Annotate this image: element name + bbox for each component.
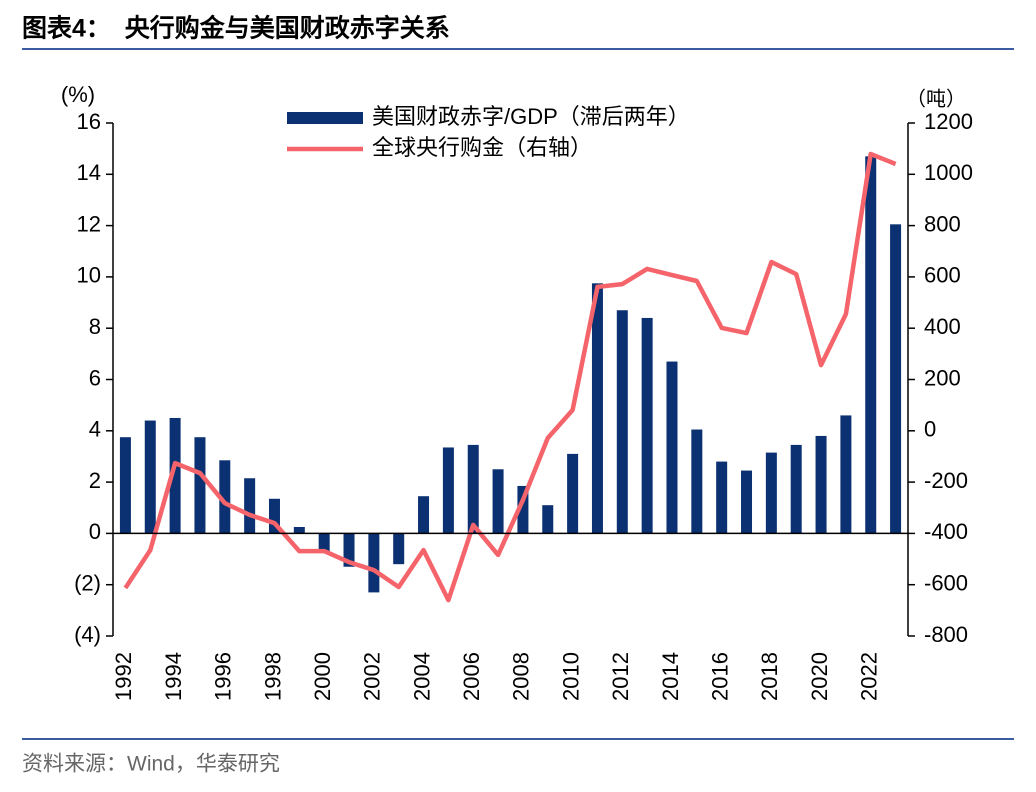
y2-tick-label: -600	[924, 571, 968, 596]
bar	[691, 429, 703, 534]
bar	[467, 444, 479, 534]
y2-tick-label: 800	[924, 211, 961, 236]
x-tick-label: 2006	[459, 652, 484, 701]
y2-tick-label: 200	[924, 365, 961, 390]
y-tick-label: 2	[89, 468, 101, 493]
x-tick-label: 2020	[807, 652, 832, 701]
bar	[790, 444, 802, 534]
x-tick-label: 1992	[111, 652, 136, 701]
x-tick-label: 2000	[310, 652, 335, 701]
bar	[318, 533, 330, 553]
bar	[815, 435, 827, 534]
x-tick-label: 2008	[509, 652, 534, 701]
bar	[268, 498, 280, 534]
x-tick-label: 1998	[260, 652, 285, 701]
source: 资料来源：Wind，华泰研究	[22, 753, 280, 776]
y-tick-label: (4)	[74, 622, 101, 647]
bar	[442, 447, 454, 534]
bar	[418, 496, 430, 534]
bar	[865, 156, 877, 534]
y2-tick-label: -800	[924, 622, 968, 647]
bar	[219, 460, 231, 534]
y-tick-label: 16	[77, 109, 101, 134]
y2-tick-label: 400	[924, 314, 961, 339]
x-tick-label: 2022	[857, 652, 882, 701]
y2-tick-label: -400	[924, 519, 968, 544]
bar	[343, 533, 355, 567]
y-tick-label: 4	[89, 417, 101, 442]
y-axis-label: (%)	[61, 82, 95, 107]
x-tick-label: 1996	[211, 652, 236, 701]
bar	[840, 415, 852, 534]
bar	[244, 478, 256, 534]
y2-axis-label: （吨）	[906, 87, 966, 110]
bar	[144, 420, 156, 534]
y-tick-label: 0	[89, 519, 101, 544]
y-tick-label: (2)	[74, 571, 101, 596]
y-tick-label: 12	[77, 211, 101, 236]
y-tick-label: 6	[89, 365, 101, 390]
bar	[492, 469, 504, 534]
bar	[616, 310, 628, 534]
x-tick-label: 2016	[707, 652, 732, 701]
bar	[542, 505, 554, 534]
bar	[890, 224, 902, 534]
x-tick-label: 2012	[608, 652, 633, 701]
bar	[293, 526, 305, 534]
x-tick-label: 2010	[558, 652, 583, 701]
x-tick-label: 2004	[409, 652, 434, 701]
bar	[765, 452, 777, 534]
x-tick-label: 1994	[161, 652, 186, 701]
y2-tick-label: -200	[924, 468, 968, 493]
legend-label: 全球央行购金（右轴）	[372, 135, 592, 160]
y-tick-label: 8	[89, 314, 101, 339]
bar	[368, 533, 380, 593]
bar	[741, 470, 753, 534]
line	[123, 151, 897, 603]
x-tick-label: 2002	[360, 652, 385, 701]
bar	[119, 437, 131, 534]
y-tick-label: 10	[77, 263, 101, 288]
bar	[716, 461, 728, 534]
y2-tick-label: 1000	[924, 160, 973, 185]
bar	[666, 361, 678, 534]
bar	[567, 453, 579, 534]
legend-label: 美国财政赤字/GDP（滞后两年）	[372, 104, 690, 129]
bar	[517, 485, 529, 534]
bar	[169, 417, 181, 534]
bar	[591, 283, 603, 534]
bar	[393, 533, 405, 565]
y2-tick-label: 1200	[924, 109, 973, 134]
bar	[194, 437, 206, 534]
x-tick-label: 2014	[658, 652, 683, 701]
chart-title: 图表4： 央行购金与美国财政赤字关系	[22, 14, 450, 43]
x-tick-label: 2018	[757, 652, 782, 701]
legend-swatch	[287, 112, 363, 124]
y2-tick-label: 600	[924, 263, 961, 288]
y2-tick-label: 0	[924, 417, 936, 442]
y-tick-label: 14	[77, 160, 101, 185]
bar	[641, 317, 653, 534]
